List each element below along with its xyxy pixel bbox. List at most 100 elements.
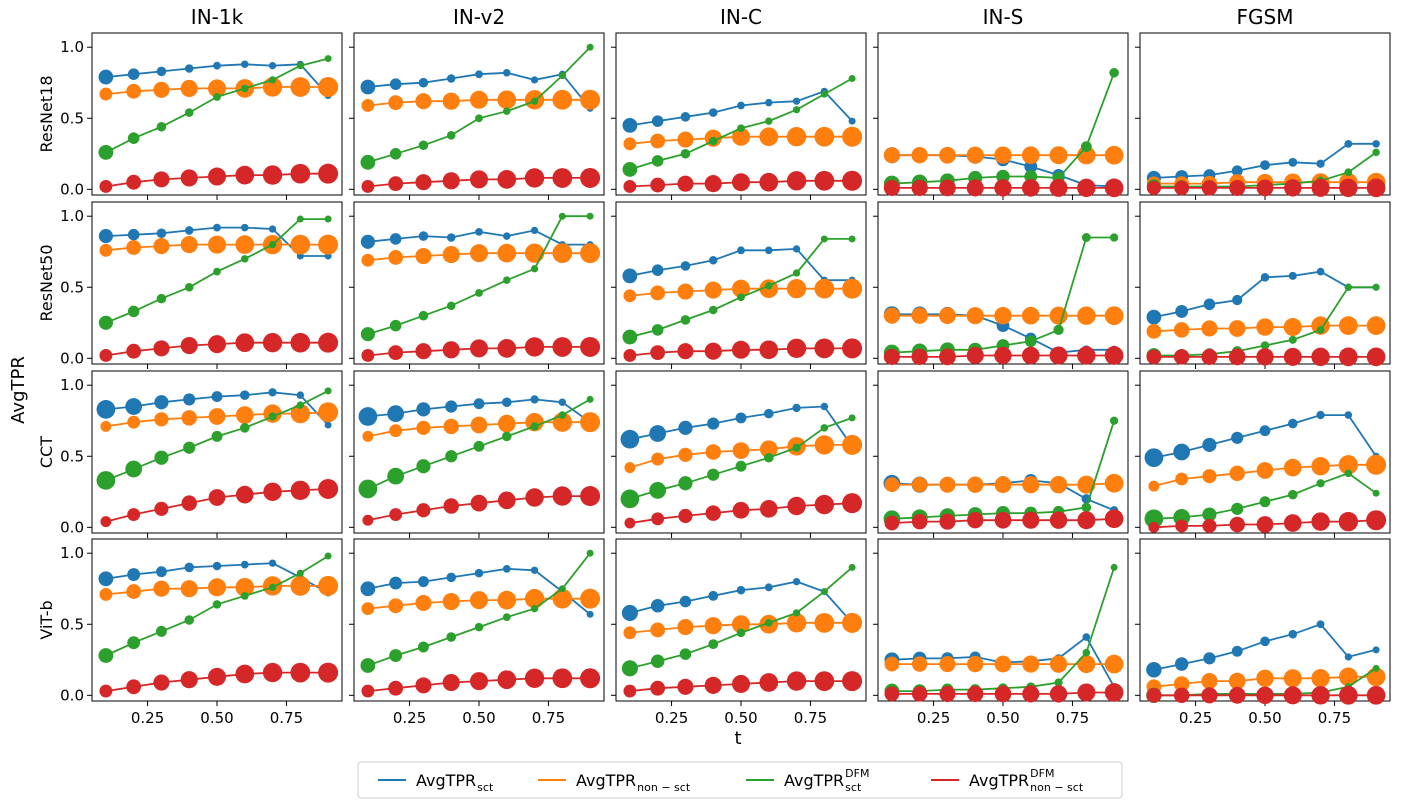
panel-CCT-IN-C (611, 370, 867, 538)
point-sct (1231, 431, 1244, 444)
point-nonsct (650, 133, 666, 149)
point-dfm_nonsct (1077, 346, 1096, 365)
point-dfm_sct (503, 107, 511, 115)
point-nonsct (497, 590, 517, 610)
point-dfm_nonsct (99, 684, 113, 698)
point-dfm_nonsct (470, 494, 488, 512)
point-sct (1175, 304, 1189, 318)
point-sct (792, 403, 801, 413)
point-sct (360, 581, 376, 597)
point-dfm_nonsct (361, 180, 375, 193)
point-dfm_nonsct (1311, 686, 1330, 705)
point-dfm_sct (503, 276, 511, 284)
point-dfm_sct (358, 479, 378, 499)
point-dfm_nonsct (1022, 511, 1040, 529)
point-nonsct (1338, 667, 1358, 687)
x-tick-label: 0.25 (393, 709, 426, 727)
point-dfm_sct (417, 641, 429, 653)
point-nonsct (1256, 462, 1274, 479)
point-dfm_sct (1080, 141, 1092, 153)
point-nonsct (1148, 480, 1160, 492)
point-dfm_nonsct (1202, 518, 1217, 533)
point-dfm_sct (156, 293, 167, 304)
point-nonsct (705, 444, 721, 460)
point-dfm_sct (184, 615, 195, 625)
point-dfm_sct (296, 401, 305, 409)
point-dfm_nonsct (290, 480, 311, 501)
point-sct (620, 429, 640, 449)
point-nonsct (623, 289, 637, 303)
point-sct (155, 566, 167, 578)
point-sct (213, 223, 221, 232)
point-dfm_nonsct (939, 685, 956, 702)
point-nonsct (415, 93, 432, 110)
point-sct (446, 572, 457, 583)
point-dfm_sct (736, 628, 746, 638)
point-dfm_nonsct (967, 512, 984, 529)
point-dfm_nonsct (1256, 348, 1274, 366)
point-dfm_nonsct (262, 165, 283, 185)
point-dfm_nonsct (153, 674, 170, 691)
panel-ViT-b-FGSM: 0.25 0.50 0.75 (1135, 538, 1391, 727)
point-sct (764, 583, 773, 592)
point-dfm_sct (156, 121, 167, 132)
panel-ViT-b-IN-S: 0.25 0.50 0.75 (873, 538, 1129, 727)
column-title: FGSM (1237, 5, 1294, 29)
point-nonsct (677, 283, 694, 300)
point-dfm_sct (1082, 648, 1091, 657)
point-nonsct (884, 477, 900, 493)
point-dfm_nonsct (552, 486, 573, 506)
point-dfm_nonsct (1338, 511, 1359, 532)
point-dfm_nonsct (126, 679, 142, 695)
point-dfm_sct (155, 625, 167, 637)
point-dfm_sct (154, 450, 169, 465)
point-dfm_nonsct (388, 176, 404, 192)
point-dfm_sct (125, 460, 143, 478)
point-dfm_nonsct (731, 173, 751, 192)
point-nonsct (290, 77, 311, 97)
point-sct (621, 604, 638, 621)
point-dfm_nonsct (1077, 683, 1096, 702)
point-nonsct (1366, 316, 1386, 335)
point-nonsct (442, 92, 460, 110)
point-nonsct (318, 234, 339, 255)
point-dfm_nonsct (884, 686, 900, 702)
point-dfm_sct (296, 62, 304, 70)
x-tick-label: 0.25 (1179, 709, 1212, 727)
point-dfm_sct (98, 144, 114, 160)
panel-ResNet18-IN-C: IN-C (611, 5, 867, 200)
point-sct (501, 397, 512, 408)
point-dfm_nonsct (442, 341, 460, 359)
point-dfm_nonsct (552, 337, 573, 357)
point-sct (184, 226, 194, 235)
point-dfm_nonsct (678, 508, 693, 524)
point-dfm_nonsct (704, 342, 722, 360)
x-tick-label: 0.25 (655, 709, 688, 727)
point-dfm_sct (241, 255, 249, 263)
point-dfm_sct (678, 476, 693, 491)
y-tick-label: 0.0 (60, 349, 84, 367)
point-dfm_nonsct (677, 678, 694, 695)
point-nonsct (180, 236, 198, 254)
point-sct (1344, 653, 1352, 661)
point-sct (1316, 159, 1325, 168)
point-dfm_sct (324, 215, 332, 223)
point-nonsct (318, 575, 339, 596)
point-dfm_sct (446, 131, 456, 140)
y-axis-label: AvgTPR (8, 356, 29, 424)
point-sct (96, 400, 116, 419)
point-dfm_nonsct (416, 503, 431, 518)
point-dfm_nonsct (624, 517, 636, 529)
point-dfm_sct (586, 549, 594, 557)
point-nonsct (1104, 306, 1124, 326)
point-dfm_nonsct (1228, 348, 1246, 366)
point-nonsct (1146, 323, 1162, 339)
point-dfm_sct (650, 654, 665, 668)
point-dfm_nonsct (235, 664, 255, 684)
point-nonsct (361, 99, 375, 112)
point-nonsct (842, 126, 863, 147)
point-dfm_sct (1316, 326, 1325, 334)
point-dfm_nonsct (1148, 521, 1160, 533)
